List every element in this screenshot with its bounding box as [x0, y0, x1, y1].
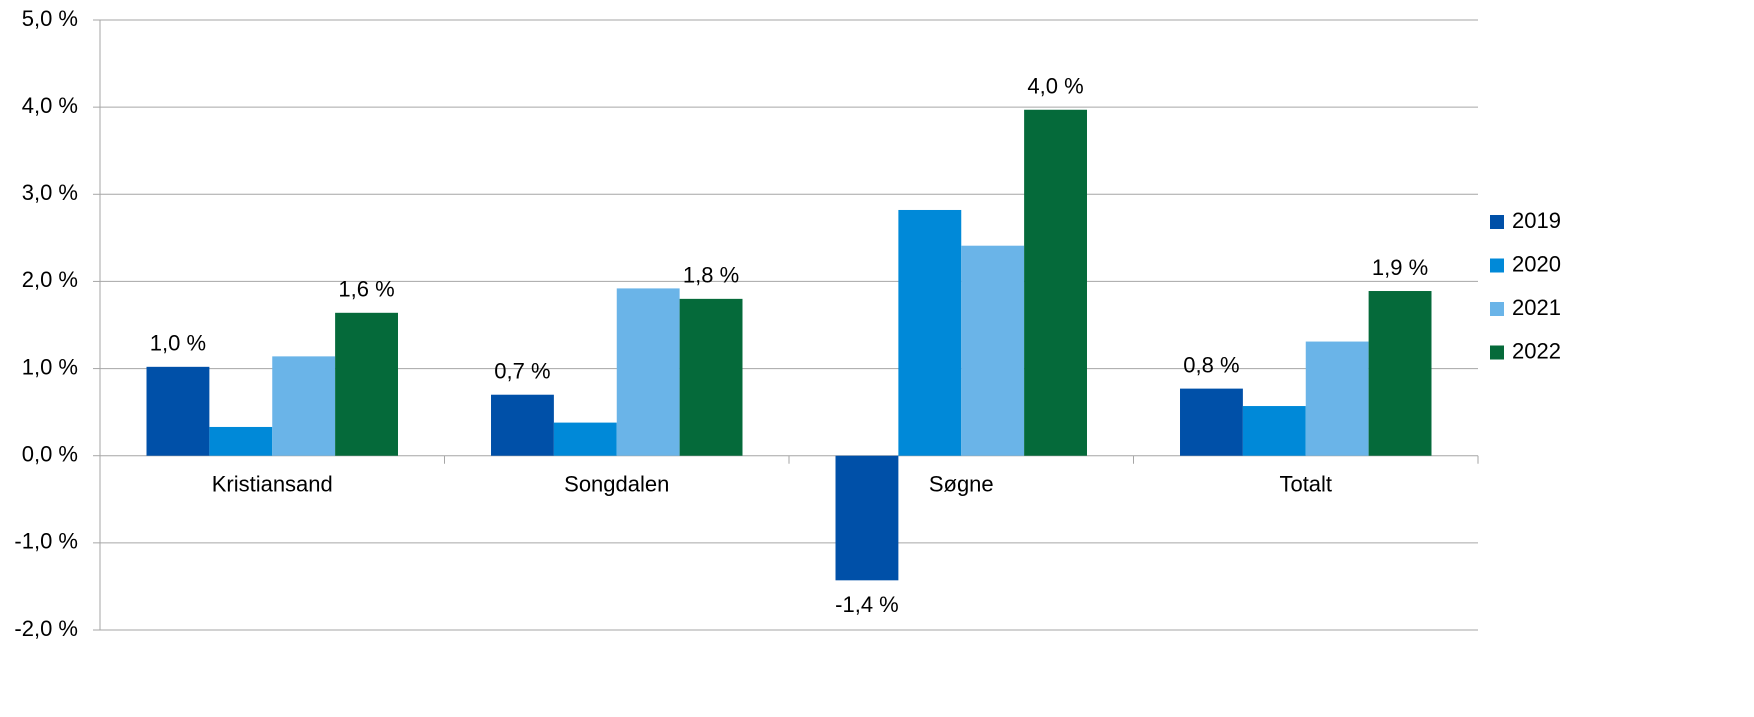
data-label: -1,4 % — [835, 592, 899, 617]
legend-label: 2021 — [1512, 295, 1561, 320]
legend-swatch — [1490, 302, 1504, 316]
data-label: 1,6 % — [338, 277, 394, 302]
bar — [1368, 291, 1432, 456]
x-tick-label: Totalt — [1279, 472, 1332, 497]
y-tick-label: 0,0 % — [22, 442, 78, 467]
legend-label: 2019 — [1512, 208, 1561, 233]
bar — [616, 288, 680, 456]
data-label: 0,7 % — [494, 359, 550, 384]
x-tick-label: Songdalen — [564, 472, 669, 497]
bar — [146, 366, 210, 456]
y-tick-label: -1,0 % — [14, 529, 78, 554]
bar — [1305, 341, 1369, 456]
bar — [898, 209, 962, 456]
bar — [679, 298, 743, 456]
y-tick-label: 4,0 % — [22, 93, 78, 118]
legend-label: 2022 — [1512, 338, 1561, 363]
y-tick-label: -2,0 % — [14, 616, 78, 641]
x-tick-label: Søgne — [929, 472, 994, 497]
bar — [961, 245, 1025, 456]
bar — [1180, 388, 1243, 456]
data-label: 4,0 % — [1027, 74, 1083, 99]
legend-label: 2020 — [1512, 251, 1561, 276]
y-tick-label: 5,0 % — [22, 6, 78, 31]
bar — [491, 394, 554, 456]
bar — [553, 422, 617, 456]
legend-swatch — [1490, 258, 1504, 273]
bar — [1242, 406, 1306, 456]
bar — [1024, 109, 1087, 456]
bar — [835, 455, 899, 581]
data-label: 1,9 % — [1372, 255, 1428, 280]
y-tick-label: 2,0 % — [22, 267, 78, 292]
data-label: 1,8 % — [683, 263, 739, 288]
y-tick-label: 1,0 % — [22, 354, 78, 379]
data-label: 1,0 % — [150, 331, 206, 356]
bar — [272, 356, 336, 456]
bar — [209, 426, 273, 456]
data-label: 0,8 % — [1183, 352, 1239, 377]
bar — [335, 312, 398, 456]
legend-swatch — [1490, 215, 1504, 229]
x-tick-label: Kristiansand — [212, 472, 333, 497]
legend-swatch — [1490, 345, 1504, 360]
y-tick-label: 3,0 % — [22, 180, 78, 205]
